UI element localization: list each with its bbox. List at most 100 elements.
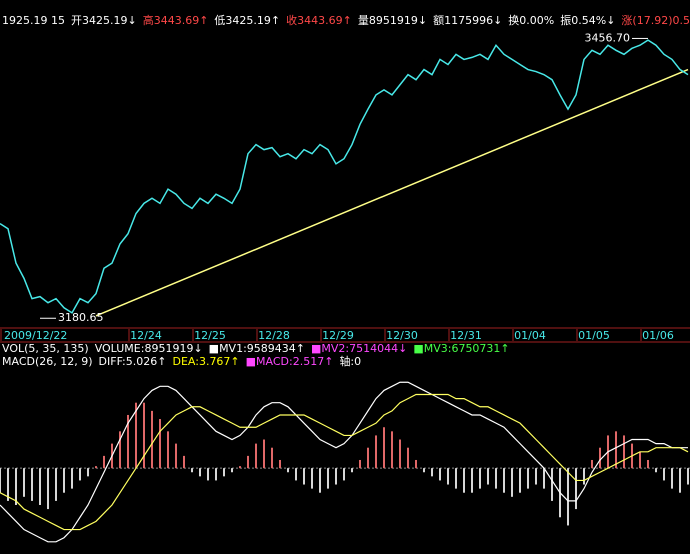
macd-bar xyxy=(287,468,289,473)
x-tick-label: 01/05 xyxy=(578,329,610,342)
macd-bar xyxy=(655,468,657,473)
macd-bar xyxy=(7,468,9,501)
macd-bar xyxy=(351,468,353,473)
macd-bar xyxy=(383,427,385,469)
macd-bar xyxy=(583,468,585,485)
macd-bar xyxy=(671,468,673,489)
macd-bar xyxy=(591,459,593,469)
row-segment: 低3425.19↑ xyxy=(214,14,280,27)
macd-bar xyxy=(527,468,529,489)
macd-bar xyxy=(479,468,481,489)
macd-bar xyxy=(247,455,249,469)
macd-bar xyxy=(191,468,193,473)
row-segment: 量8951919↓ xyxy=(358,14,427,27)
macd-bar xyxy=(263,439,265,469)
macd-bar xyxy=(551,468,553,501)
row-segment: DIFF:5.026↑ xyxy=(99,355,167,368)
macd-bar xyxy=(495,468,497,489)
row-segment: 开3425.19↓ xyxy=(71,14,137,27)
macd-bar xyxy=(647,459,649,469)
macd-bar xyxy=(79,468,81,481)
macd-bar xyxy=(0,468,1,493)
macd-bar xyxy=(399,439,401,469)
macd-bar xyxy=(543,468,545,489)
macd-bar xyxy=(391,431,393,469)
macd-bar xyxy=(127,414,129,469)
macd-bar xyxy=(39,468,41,505)
macd-bar xyxy=(271,447,273,469)
x-tick-label: 12/24 xyxy=(130,329,162,342)
row-segment: 额1175996↓ xyxy=(433,14,502,27)
macd-line xyxy=(0,381,688,543)
row-segment: VOL(5, 35, 135) xyxy=(2,342,89,355)
macd-bar xyxy=(55,468,57,501)
macd-bar xyxy=(511,468,513,497)
macd-bar xyxy=(223,468,225,477)
macd-bar xyxy=(679,468,681,493)
macd-bar xyxy=(23,468,25,497)
row-segment: VOLUME:8951919↓ xyxy=(95,342,203,355)
x-tick-label: 01/04 xyxy=(514,329,546,342)
macd-bar xyxy=(687,468,689,485)
macd-bar xyxy=(487,468,489,485)
row-segment: 高3443.69↑ xyxy=(143,13,209,27)
macd-bar xyxy=(95,466,97,469)
macd-bar xyxy=(151,410,153,469)
macd-bar xyxy=(623,435,625,469)
x-tick-label: 12/30 xyxy=(386,329,418,342)
row-segment: 换0.00% xyxy=(508,13,554,27)
macd-bar xyxy=(103,455,105,469)
macd-bar xyxy=(199,468,201,477)
macd-bar xyxy=(615,431,617,469)
macd-bar xyxy=(639,451,641,469)
macd-bar xyxy=(135,402,137,469)
macd-bar xyxy=(343,468,345,481)
macd-bar xyxy=(15,468,17,505)
row-segment: 轴:0 xyxy=(339,354,361,368)
macd-bar xyxy=(255,443,257,469)
macd-bar xyxy=(535,468,537,485)
volume-indicator-row: VOL(5, 35, 135) VOLUME:8951919↓ ■MV1:95894… xyxy=(2,342,510,355)
macd-line xyxy=(0,393,689,531)
macd-bar xyxy=(335,468,337,485)
macd-bar xyxy=(431,468,433,477)
row-segment: ■MV1:9589434↑ xyxy=(209,342,305,355)
macd-bar xyxy=(143,402,145,469)
x-tick-label: 12/29 xyxy=(322,329,354,342)
row-segment: ■MV2:7514044↓ xyxy=(311,342,407,355)
macd-bar xyxy=(295,468,297,481)
macd-bar xyxy=(175,443,177,469)
macd-bar xyxy=(663,468,665,481)
macd-bar xyxy=(407,447,409,469)
macd-bar xyxy=(63,468,65,493)
macd-bar xyxy=(159,419,161,469)
macd-bar xyxy=(87,468,89,477)
macd-bar xyxy=(71,468,73,489)
row-segment: DEA:3.767↑ xyxy=(172,355,239,368)
macd-bar xyxy=(599,447,601,469)
macd-bar xyxy=(375,435,377,469)
macd-bar xyxy=(439,468,441,481)
macd-bar xyxy=(303,468,305,485)
macd-bar xyxy=(231,468,233,473)
row-segment: ■MV3:6750731↑ xyxy=(413,342,509,355)
macd-bar xyxy=(359,459,361,469)
row-segment: 振0.54%↓ xyxy=(560,13,615,27)
x-tick-label: 12/28 xyxy=(258,329,290,342)
x-tick-label: 01/06 xyxy=(642,329,674,342)
row-segment: 涨(17.92)0.52% xyxy=(621,14,690,27)
macd-bar xyxy=(47,468,49,510)
quote-header: 1925.19 15 开3425.19↓ 高3443.69↑ 低3425.19↑ 收34… xyxy=(2,13,690,27)
macd-bar xyxy=(327,468,329,489)
macd-bar xyxy=(207,468,209,481)
macd-bar xyxy=(319,468,321,493)
macd-bar xyxy=(471,468,473,493)
macd-bar xyxy=(503,468,505,493)
macd-indicator-row: MACD(26, 12, 9) DIFF:5.026↑ DEA:3.767↑ ■MAC… xyxy=(2,354,361,368)
macd-bar xyxy=(423,468,425,473)
annotation-label: 3456.70 xyxy=(585,31,631,44)
macd-bar xyxy=(239,466,241,469)
macd-bar xyxy=(167,431,169,469)
